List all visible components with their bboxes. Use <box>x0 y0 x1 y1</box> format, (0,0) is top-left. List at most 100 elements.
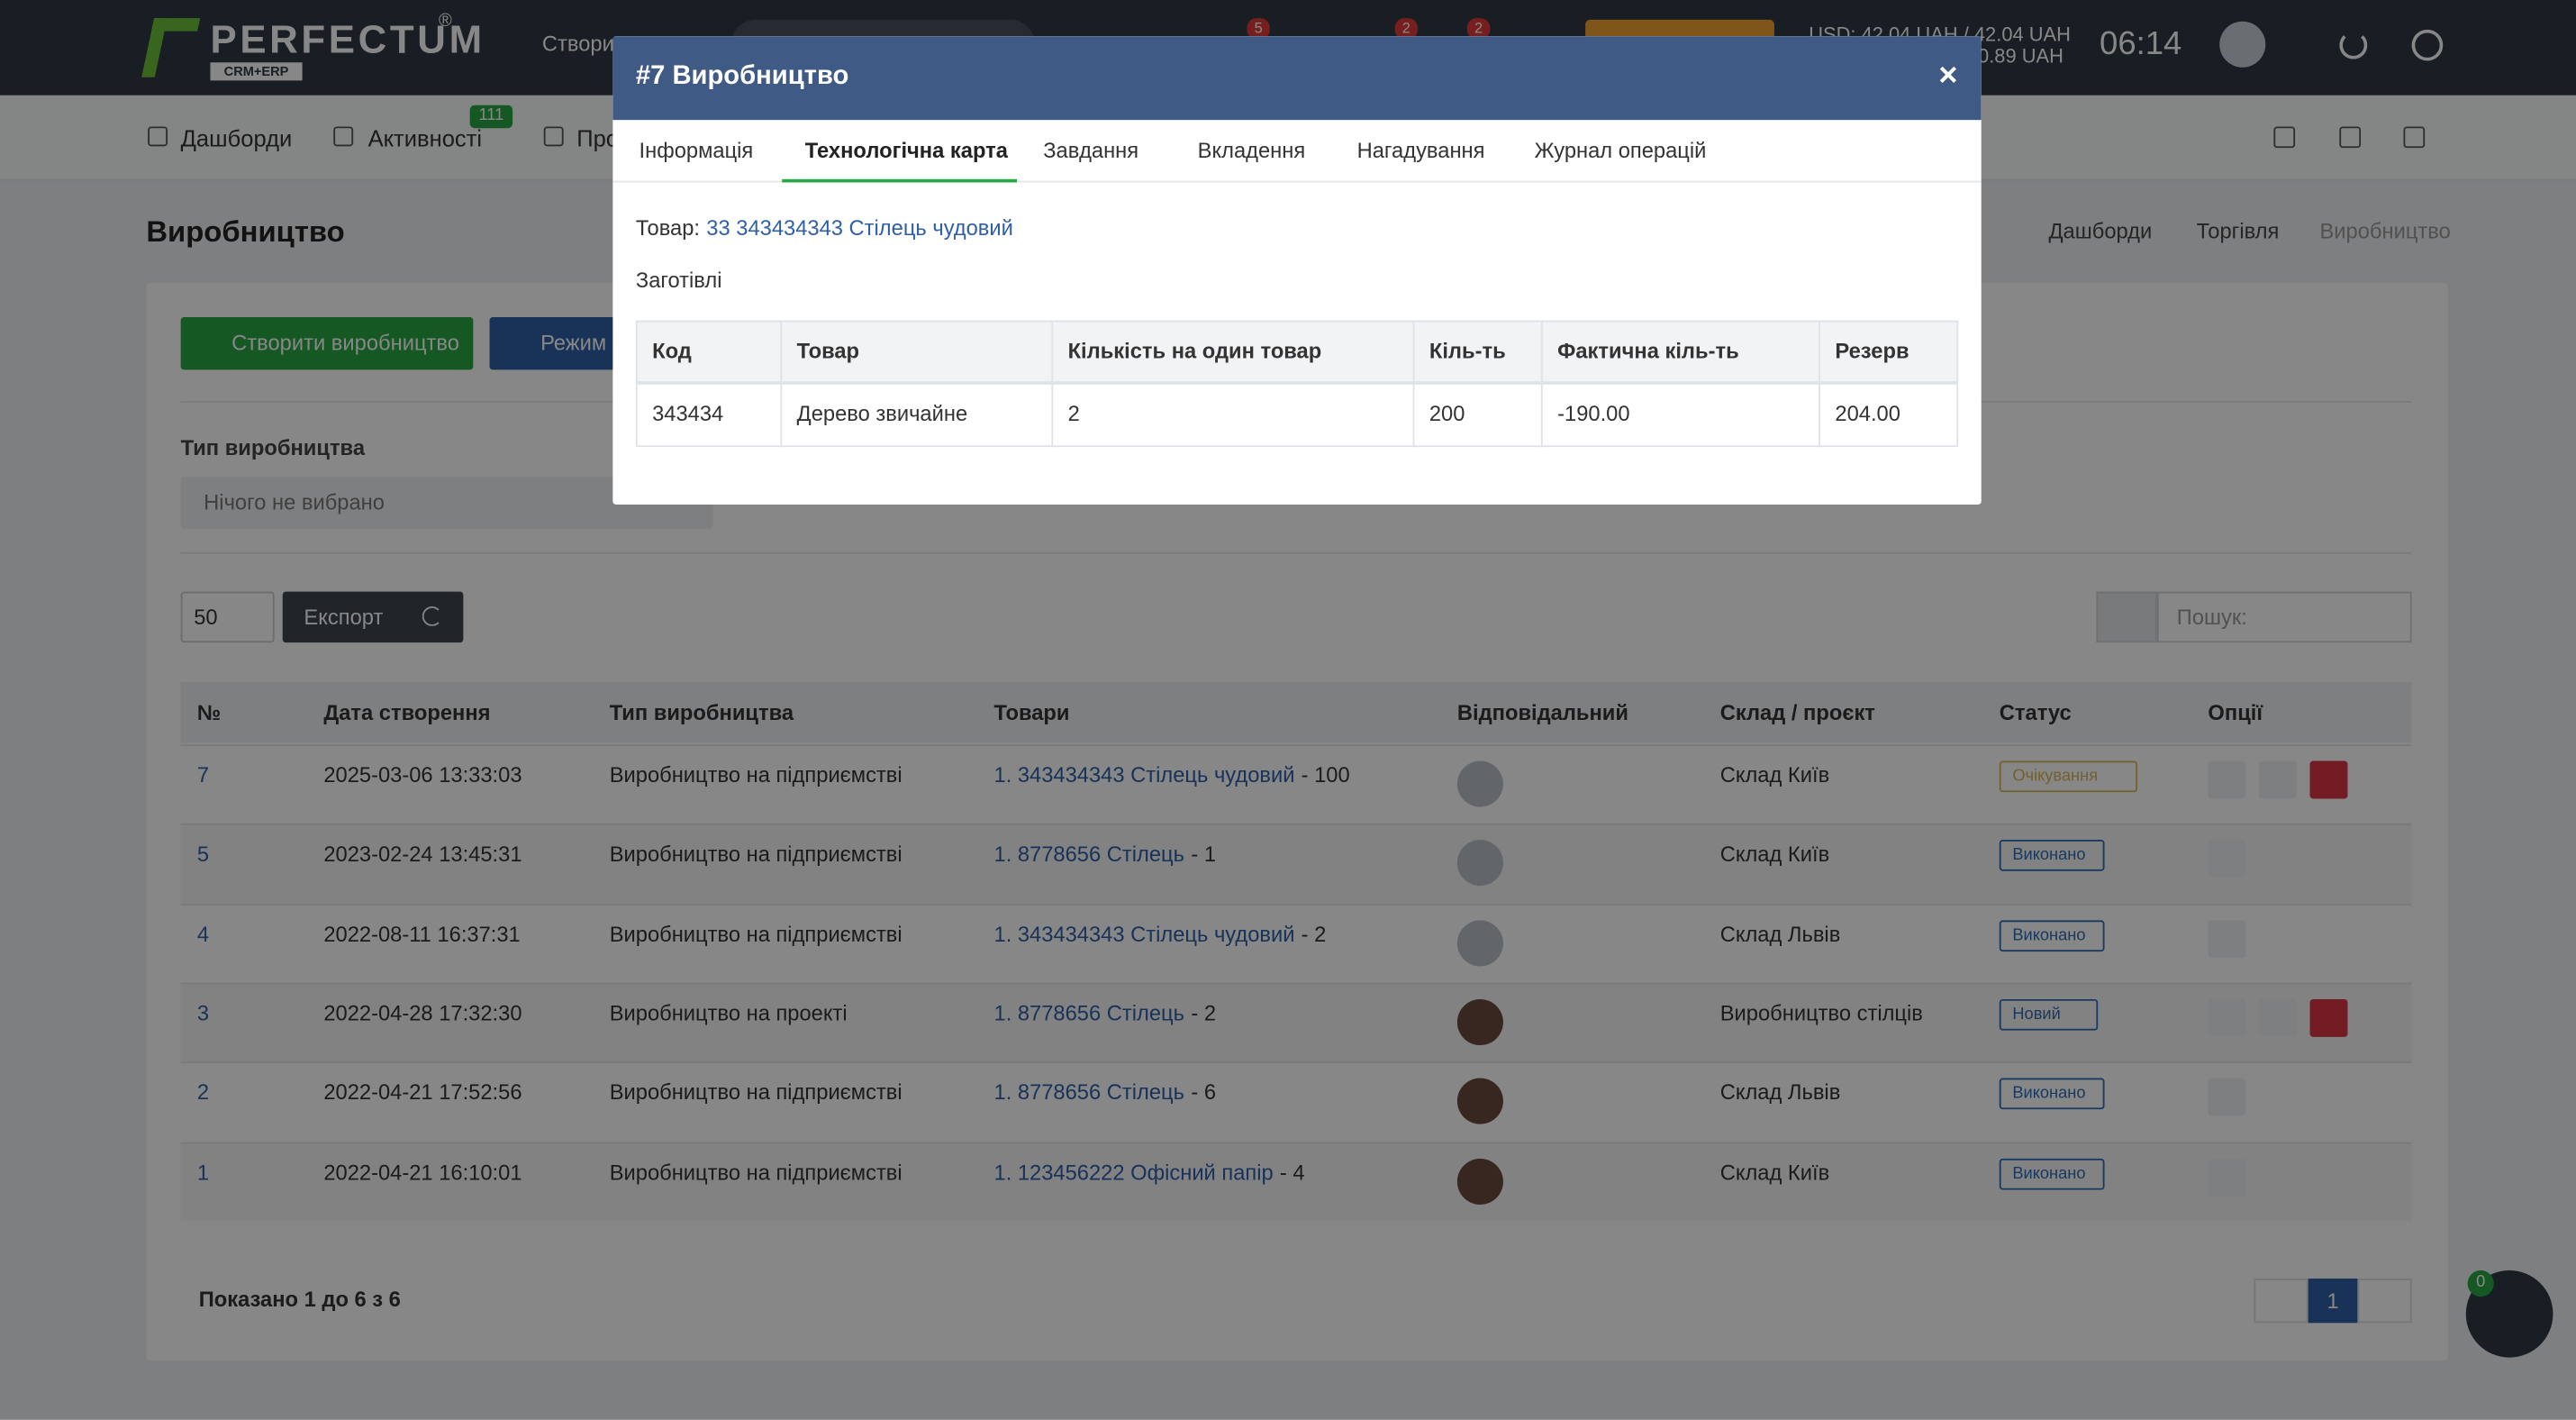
row-stock: Склад Київ <box>1719 842 1830 867</box>
modal-tab[interactable]: Технологічна карта <box>804 138 1008 163</box>
row-id[interactable]: 5 <box>196 842 210 867</box>
row-date: 2025-03-06 13:33:03 <box>323 762 522 787</box>
search-input[interactable] <box>2156 591 2412 643</box>
product-link[interactable]: 33 343434343 Стілець чудовий <box>706 214 1013 241</box>
pagination-page[interactable]: 1 <box>2308 1279 2358 1324</box>
row-stock: Склад Київ <box>1719 762 1830 787</box>
status-badge[interactable]: Новий <box>1999 998 2099 1031</box>
page-size-value: 50 <box>194 605 218 630</box>
column-header[interactable]: Тип виробництва <box>609 700 794 725</box>
row-product[interactable]: 1. 8778656 Стілець <box>993 842 1185 867</box>
row-avatar <box>1456 1078 1503 1124</box>
column-header[interactable]: Дата створення <box>323 700 491 725</box>
table-row <box>180 824 2412 904</box>
pagination-prev[interactable] <box>2254 1279 2308 1324</box>
items-column-header: Кіль-ть <box>1429 338 1506 364</box>
nav-tool-icon[interactable] <box>2403 126 2426 149</box>
view-button[interactable] <box>2208 998 2246 1037</box>
row-product[interactable]: 1. 123456222 Офісний папір <box>993 1159 1274 1185</box>
user-avatar[interactable] <box>2219 21 2266 68</box>
breadcrumb[interactable]: Торгівля <box>2196 218 2280 243</box>
view-button[interactable] <box>2208 840 2246 878</box>
modal-tab[interactable]: Завдання <box>1043 138 1139 163</box>
edit-button[interactable] <box>2258 760 2297 799</box>
chat-badge: 0 <box>2467 1270 2494 1297</box>
nav-item[interactable]: Активності <box>367 124 483 151</box>
row-qty: - 6 <box>1191 1079 1217 1106</box>
column-header[interactable]: Склад / проєкт <box>1719 700 1875 725</box>
row-qty: - 100 <box>1301 762 1350 787</box>
status-badge[interactable]: Очікування <box>1999 760 2137 793</box>
column-header[interactable]: № <box>196 700 222 725</box>
delete-button[interactable] <box>2309 760 2348 799</box>
column-header[interactable]: Відповідальний <box>1456 700 1628 725</box>
column-header: Опції <box>2208 700 2263 725</box>
modal-tab[interactable]: Журнал операцій <box>1534 138 1707 163</box>
view-button[interactable] <box>2208 760 2246 799</box>
status-badge: Виконано <box>1999 840 2105 872</box>
delete-button[interactable] <box>2309 998 2348 1037</box>
row-id[interactable]: 3 <box>196 1000 210 1025</box>
breadcrumb[interactable]: Дашборди <box>2048 218 2153 243</box>
items-cell: 2 <box>1067 401 1080 426</box>
items-column-header: Кількість на один товар <box>1067 338 1322 364</box>
table-row <box>180 903 2412 983</box>
row-avatar <box>1456 919 1503 966</box>
edit-button[interactable] <box>2258 998 2297 1037</box>
tab-bar-border <box>612 180 1982 183</box>
page-size-select[interactable] <box>180 591 275 643</box>
nav-item[interactable]: Про <box>576 124 619 151</box>
nav-tool-icon[interactable] <box>2273 126 2296 149</box>
row-product[interactable]: 1. 8778656 Стілець <box>993 1000 1185 1025</box>
row-id[interactable]: 2 <box>196 1079 210 1106</box>
search-icon-box[interactable] <box>2096 591 2157 643</box>
modal-close[interactable]: × <box>1938 57 1958 94</box>
view-button[interactable] <box>2208 1157 2246 1196</box>
pagination-next[interactable] <box>2357 1279 2412 1324</box>
row-avatar <box>1456 998 1503 1045</box>
help-button[interactable] <box>2411 29 2444 61</box>
row-product[interactable]: 1. 8778656 Стілець <box>993 1079 1185 1106</box>
activity-badge: 111 <box>469 105 513 129</box>
section-title: Заготівлі <box>635 268 722 293</box>
modal-tab[interactable]: Нагадування <box>1356 138 1485 163</box>
refresh-icon[interactable] <box>422 606 442 626</box>
row-id[interactable]: 4 <box>196 921 210 946</box>
table-row <box>180 1061 2412 1142</box>
column-header[interactable]: Товари <box>993 700 1070 725</box>
logo-text: PERFECTUM <box>210 18 485 63</box>
row-type: Виробництво на проекті <box>609 1000 848 1025</box>
row-id[interactable]: 7 <box>196 762 210 787</box>
currency-rate-2: 0.89 UAH <box>1978 44 2064 68</box>
row-type: Виробництво на підприємстві <box>609 1159 903 1185</box>
column-header[interactable]: Статус <box>1999 700 2072 725</box>
column-divider <box>1540 320 1543 448</box>
modal-tab[interactable]: Інформація <box>639 138 754 163</box>
row-avatar <box>1456 1157 1503 1205</box>
mode-button-label: Режим <box>540 330 607 355</box>
row-stock: Виробництво стілців <box>1719 1000 1923 1025</box>
table-header <box>180 681 2412 743</box>
row-type: Виробництво на підприємстві <box>609 762 903 787</box>
view-button[interactable] <box>2208 1078 2246 1116</box>
row-product[interactable]: 1. 343434343 Стілець чудовий <box>993 762 1295 787</box>
search-placeholder: Пошук: <box>2176 605 2247 630</box>
nav-tool-icon[interactable] <box>2339 126 2362 149</box>
modal-tab[interactable]: Вкладення <box>1197 138 1306 163</box>
items-column-header: Резерв <box>1835 338 1909 364</box>
nav-item[interactable]: Дашборди <box>180 124 293 151</box>
create-button-label: Створити виробництво <box>231 330 459 355</box>
logo-sub: CRM+ERP <box>210 62 303 81</box>
row-id[interactable]: 1 <box>196 1159 210 1185</box>
clock: 06:14 <box>2100 26 2182 63</box>
row-product[interactable]: 1. 343434343 Стілець чудовий <box>993 921 1295 946</box>
items-cell: 200 <box>1429 401 1465 426</box>
power-button[interactable] <box>2339 31 2368 59</box>
row-avatar <box>1456 840 1503 887</box>
row-stock: Склад Київ <box>1719 1159 1830 1185</box>
create-button[interactable] <box>180 317 474 370</box>
modal-title: #7 Виробництво <box>635 62 849 91</box>
table-row <box>180 982 2412 1062</box>
items-cell: Дерево звичайне <box>796 401 968 426</box>
view-button[interactable] <box>2208 919 2246 958</box>
